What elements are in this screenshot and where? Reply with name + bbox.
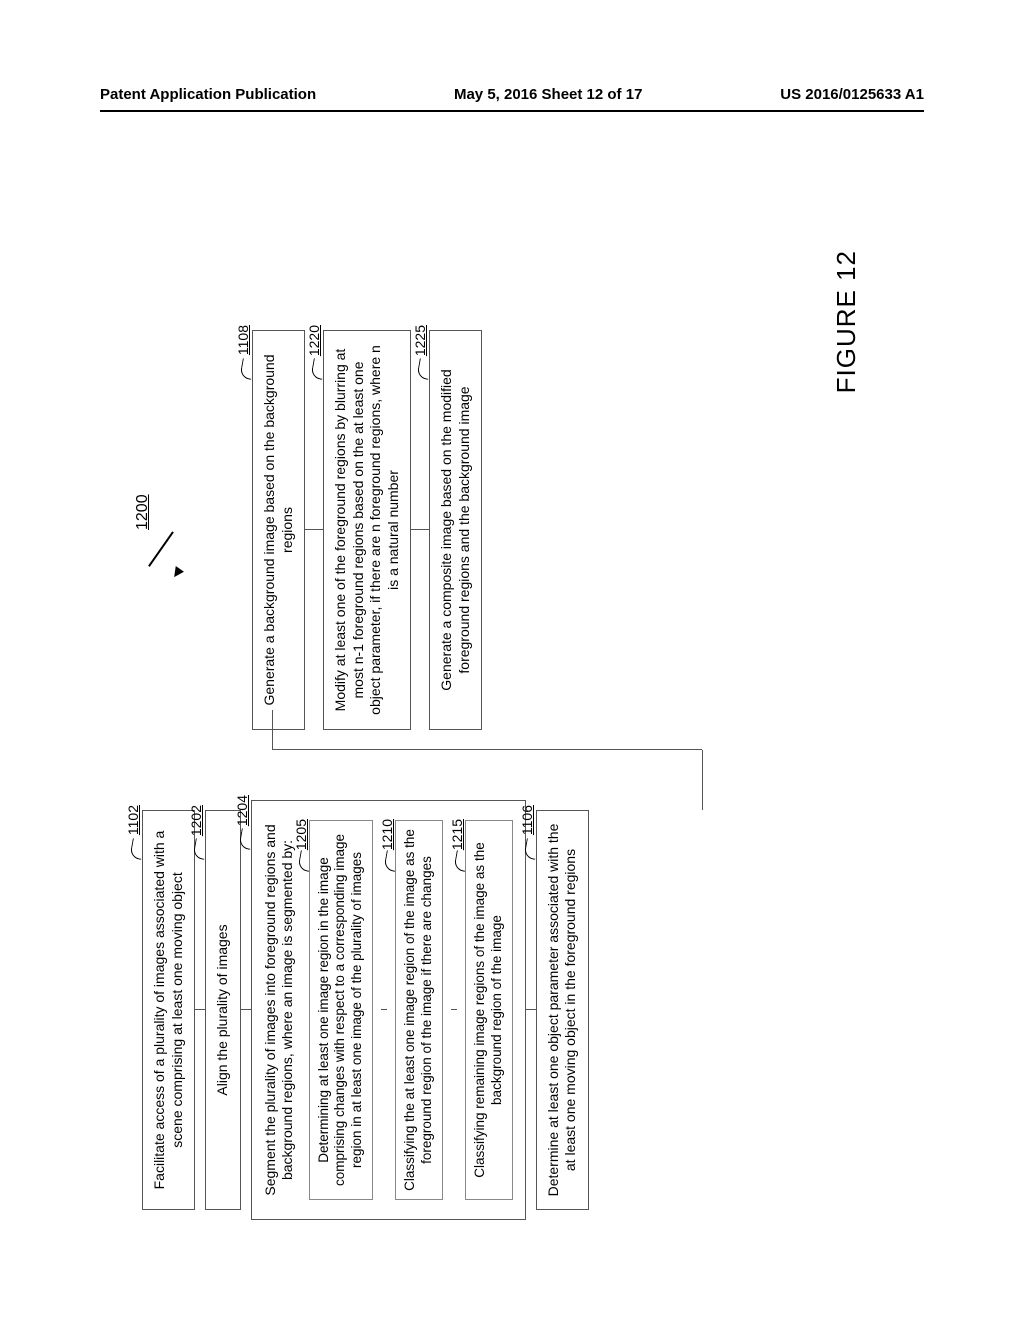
step-ref: 1106 xyxy=(519,805,537,835)
step-1108: Generate a background image based on the… xyxy=(252,330,305,730)
ref-tick-icon xyxy=(383,850,398,872)
connector xyxy=(195,1010,205,1011)
substep-1215: Classifying remaining image regions of t… xyxy=(465,820,513,1200)
connector xyxy=(381,1010,387,1011)
step-1225: Generate a composite image based on the … xyxy=(429,330,482,730)
substep-text: Classifying the at least one image regio… xyxy=(402,829,434,1191)
ref-tick-icon xyxy=(310,358,325,380)
step-text: Generate a background image based on the… xyxy=(261,354,295,705)
substep-1210: Classifying the at least one image regio… xyxy=(395,820,443,1200)
flow-col-right: Generate a background image based on the… xyxy=(252,310,482,750)
patent-page: Patent Application Publication May 5, 20… xyxy=(0,0,1024,1320)
flow-col-left: Facilitate access of a plurality of imag… xyxy=(142,790,589,1230)
figure-label: FIGURE 12 xyxy=(831,250,862,393)
step-1106: Determine at least one object parameter … xyxy=(536,810,589,1210)
step-text: Facilitate access of a plurality of imag… xyxy=(151,831,185,1190)
connector xyxy=(305,530,323,531)
connector-cross-h2 xyxy=(272,710,273,750)
header-center: May 5, 2016 Sheet 12 of 17 xyxy=(454,86,642,103)
flowchart-1200: 1200 Facilitate access of a plurality of… xyxy=(142,210,882,1230)
step-text: Determine at least one object parameter … xyxy=(545,824,579,1197)
header-left: Patent Application Publication xyxy=(100,86,316,103)
connector xyxy=(411,530,429,531)
ref-tick-icon xyxy=(416,358,431,380)
ref-tick-icon xyxy=(129,838,144,860)
step-1220: Modify at least one of the foreground re… xyxy=(323,330,411,730)
connector xyxy=(451,1010,457,1011)
header-rule xyxy=(100,110,924,112)
step-ref: 1220 xyxy=(306,325,324,356)
step-text: Align the plurality of images xyxy=(214,924,230,1095)
ref-tick-icon xyxy=(453,850,468,872)
flow-columns: Facilitate access of a plurality of imag… xyxy=(142,210,589,1230)
flow-ref-1200: 1200 xyxy=(134,494,152,530)
step-1102: Facilitate access of a plurality of imag… xyxy=(142,810,195,1210)
step-ref: 1204 xyxy=(234,795,250,826)
substep-ref: 1210 xyxy=(379,819,397,850)
connector-cross-h1 xyxy=(702,750,703,810)
step-1204-intro: Segment the plurality of images into for… xyxy=(262,809,301,1211)
substep-text: Classifying remaining image regions of t… xyxy=(472,842,504,1177)
step-ref: 1225 xyxy=(412,325,430,356)
substep-ref: 1205 xyxy=(293,819,311,850)
connector xyxy=(241,1010,251,1011)
ref-tick-icon xyxy=(239,358,254,380)
step-1202: Align the plurality of images 1202 xyxy=(205,810,241,1210)
page-header: Patent Application Publication May 5, 20… xyxy=(100,86,924,103)
substep-text: Determining at least one image region in… xyxy=(316,834,365,1186)
connector-cross-v xyxy=(272,749,702,750)
substep-ref: 1215 xyxy=(449,819,467,850)
step-ref: 1102 xyxy=(125,805,143,835)
step-ref: 1108 xyxy=(235,325,253,355)
step-1204-group: 1204 Segment the plurality of images int… xyxy=(251,800,526,1220)
connector xyxy=(526,1010,536,1011)
step-ref: 1202 xyxy=(188,805,206,836)
step-text: Modify at least one of the foreground re… xyxy=(332,345,401,715)
header-right: US 2016/0125633 A1 xyxy=(780,86,924,103)
substep-1205: Determining at least one image region in… xyxy=(309,820,374,1200)
step-text: Generate a composite image based on the … xyxy=(438,369,472,690)
